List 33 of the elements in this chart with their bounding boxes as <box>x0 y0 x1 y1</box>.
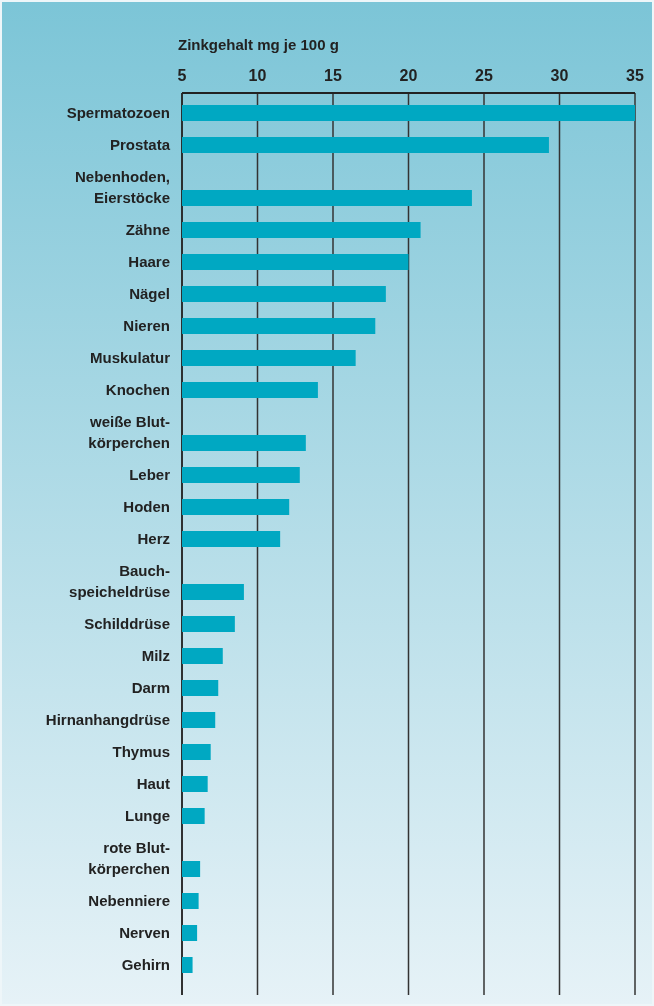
y-tick-label: Nebenhoden, Eierstöcke <box>74 168 170 206</box>
y-tick-label: Nerven <box>119 924 170 941</box>
y-tick-label: Bauch- speicheldrüse <box>69 562 170 600</box>
y-tick-label: Nieren <box>123 317 170 334</box>
y-tick-label: Milz <box>141 647 170 664</box>
y-tick-label: Hirnanhangdrüse <box>45 711 170 728</box>
y-tick-label: Nägel <box>129 285 170 302</box>
y-tick-label: Zähne <box>125 221 170 238</box>
x-tick-label: 5 <box>177 67 187 84</box>
y-tick-label: Haut <box>136 775 170 792</box>
x-tick-label: 10 <box>248 67 267 84</box>
x-tick-label: 35 <box>626 67 644 84</box>
y-tick-label: Nebenniere <box>88 892 170 909</box>
y-tick-label: Muskulatur <box>89 349 171 366</box>
x-tick-label: 15 <box>324 67 342 84</box>
y-tick-label: Thymus <box>112 743 170 760</box>
y-tick-label: Schilddrüse <box>84 615 170 632</box>
x-axis-title: Zinkgehalt mg je 100 g <box>178 36 339 53</box>
y-tick-label: Leber <box>129 466 171 483</box>
y-tick-label: Knochen <box>105 381 170 398</box>
y-tick-label: Herz <box>137 530 170 547</box>
y-tick-label: Gehirn <box>121 956 170 973</box>
x-tick-label: 25 <box>475 67 493 84</box>
x-tick-label: 20 <box>399 67 418 84</box>
x-tick-label: 30 <box>550 67 569 84</box>
y-tick-label: Haare <box>128 253 170 270</box>
y-tick-label: rote Blut- körperchen <box>88 839 170 877</box>
y-tick-label: Hoden <box>123 498 170 515</box>
y-tick-label: Spermatozoen <box>66 104 170 121</box>
y-tick-label: weiße Blut- körperchen <box>88 413 170 451</box>
y-tick-label: Prostata <box>109 136 171 153</box>
y-tick-label: Lunge <box>125 807 170 824</box>
y-tick-label: Darm <box>131 679 170 696</box>
